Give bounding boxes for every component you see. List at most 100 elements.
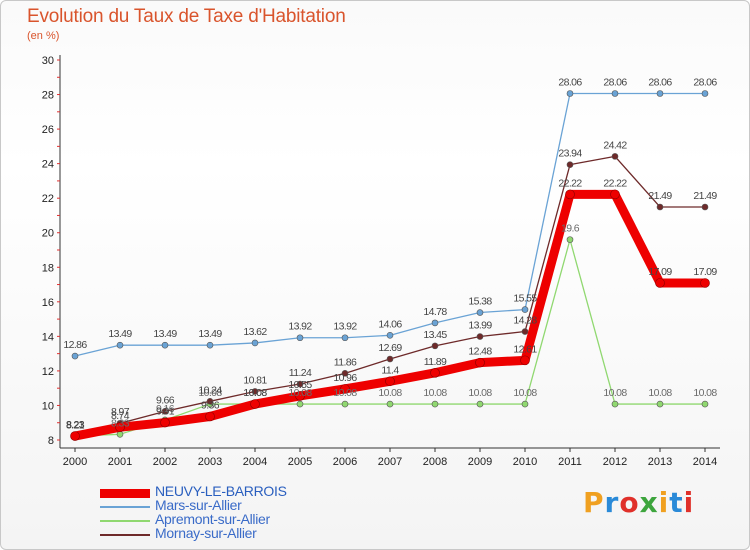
x-tick-label: 2009 — [468, 456, 492, 468]
x-tick-label: 2010 — [513, 456, 537, 468]
data-label: 8.23 — [66, 419, 85, 431]
data-label: 10.81 — [243, 374, 267, 386]
data-label: 13.49 — [108, 328, 132, 340]
data-label: 28.06 — [558, 77, 582, 89]
data-point — [70, 431, 80, 441]
data-label: 10.08 — [603, 387, 627, 399]
data-label: 12.69 — [378, 342, 402, 354]
data-label: 9.01 — [156, 406, 175, 418]
data-point — [386, 332, 394, 339]
data-label: 13.92 — [333, 321, 357, 333]
chart-title: Evolution du Taux de Taxe d'Habitation — [27, 6, 346, 27]
x-tick-label: 2011 — [558, 456, 582, 468]
data-point — [656, 400, 664, 408]
data-point — [566, 161, 574, 168]
data-point — [520, 355, 530, 366]
data-point — [700, 278, 710, 288]
data-point — [521, 400, 529, 408]
y-tick-label: 18 — [42, 262, 54, 274]
logo-letter: t — [669, 486, 684, 519]
data-label: 13.45 — [423, 329, 447, 341]
data-label: 8.21 — [66, 419, 85, 431]
data-point — [611, 90, 619, 97]
legend-label: NEUVY-LE-BARROIS — [155, 483, 287, 499]
data-label: 14.78 — [423, 306, 447, 318]
data-point — [115, 422, 125, 433]
data-point — [341, 400, 349, 408]
data-label: 24.42 — [603, 139, 627, 151]
data-point — [161, 341, 169, 349]
data-label: 17.09 — [648, 266, 672, 278]
data-point — [161, 408, 169, 415]
data-label: 13.92 — [288, 321, 312, 333]
data-point — [296, 334, 304, 342]
data-point — [250, 399, 260, 409]
legend-swatch — [100, 506, 150, 508]
x-tick-label: 2008 — [423, 456, 447, 468]
data-point — [610, 189, 620, 200]
x-tick-label: 2012 — [603, 456, 627, 468]
data-point — [296, 380, 304, 388]
data-label: 21.49 — [648, 190, 672, 202]
y-tick-label: 30 — [42, 55, 54, 67]
data-point — [701, 203, 709, 211]
data-point — [386, 400, 394, 408]
data-label: 10.08 — [378, 387, 402, 399]
data-label: 21.49 — [693, 190, 717, 202]
data-label: 10.08 — [198, 387, 222, 399]
data-point — [611, 153, 619, 160]
data-label: 8.74 — [111, 410, 130, 422]
x-tick-label: 2007 — [378, 456, 402, 468]
data-point — [521, 306, 529, 313]
data-label: 11.89 — [424, 356, 447, 368]
data-label: 10.08 — [423, 387, 447, 399]
data-label: 23.94 — [558, 148, 582, 160]
x-tick-label: 2014 — [693, 456, 717, 468]
series-lines — [70, 90, 710, 441]
x-tick-label: 2004 — [243, 456, 267, 468]
series-line-mars-sur-allier — [74, 92, 706, 357]
legend-label: Apremont-sur-Allier — [155, 511, 270, 527]
data-label: 10.96 — [333, 372, 357, 384]
data-label: 9.36 — [201, 400, 220, 412]
legend-swatch — [100, 520, 150, 522]
data-point — [251, 388, 259, 395]
proxiti-logo: Proxiti — [583, 486, 694, 519]
data-point — [116, 341, 124, 349]
data-point — [341, 370, 349, 377]
legend-label: Mornay-sur-Allier — [155, 525, 257, 541]
data-point — [430, 368, 440, 378]
data-point — [431, 400, 439, 408]
y-tick-label: 10 — [42, 400, 54, 412]
data-point — [385, 376, 395, 387]
data-label: 10.08 — [513, 387, 537, 399]
axes: 8 10 12 14 16 18 20 22 24 26 28 30 2000 2001 2002 2003 2… — [42, 55, 720, 468]
data-label: 10.08 — [693, 387, 717, 399]
logo-letter: i — [658, 486, 670, 519]
data-label: 28.06 — [648, 77, 672, 89]
data-label: 11.86 — [334, 356, 357, 368]
logo-letter: x — [639, 486, 659, 519]
data-point — [566, 236, 574, 243]
data-label: 13.49 — [198, 328, 222, 340]
logo-letter: P — [583, 486, 605, 519]
x-tick-label: 2000 — [63, 456, 87, 468]
chart-subtitle: (en %) — [27, 30, 60, 42]
data-label: 12.48 — [468, 346, 492, 358]
data-label: 28.06 — [603, 77, 627, 89]
data-label: 11.24 — [289, 367, 312, 379]
x-tick-label: 2001 — [108, 456, 132, 468]
data-label: 13.62 — [243, 326, 267, 338]
data-point — [566, 90, 574, 97]
data-point — [701, 90, 709, 97]
data-point — [565, 189, 575, 200]
data-label: 8.97 — [111, 406, 130, 418]
data-point — [386, 355, 394, 363]
logo-letter: r — [604, 486, 620, 519]
data-point — [295, 391, 305, 401]
data-labels: 12.86 13.49 13.49 13.49 13.62 13.92 13.92 14.06… — [63, 77, 718, 432]
y-tick-label: 12 — [42, 366, 54, 378]
legend-label: Mars-sur-Allier — [155, 497, 242, 513]
data-label: 8.23 — [66, 419, 85, 431]
